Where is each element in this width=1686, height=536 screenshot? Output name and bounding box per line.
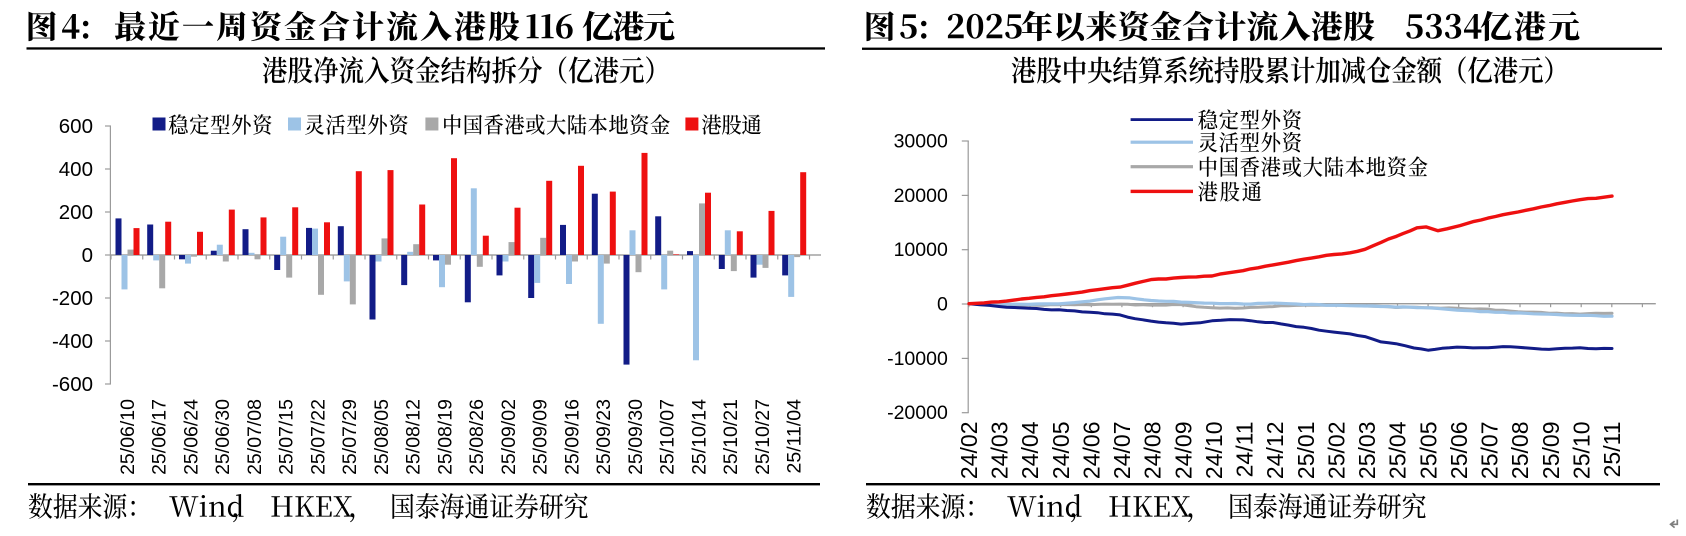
svg-text:25/06/30: 25/06/30 xyxy=(212,399,234,475)
svg-text:25/07/29: 25/07/29 xyxy=(339,399,361,475)
svg-text:25/08/19: 25/08/19 xyxy=(434,399,456,475)
svg-text:-400: -400 xyxy=(52,330,93,353)
svg-text:-20000: -20000 xyxy=(887,402,948,424)
svg-text:25/11/04: 25/11/04 xyxy=(784,399,806,474)
svg-text:24/05: 24/05 xyxy=(1048,422,1074,480)
svg-text:30000: 30000 xyxy=(894,131,948,153)
svg-text:25/01: 25/01 xyxy=(1293,422,1319,480)
svg-text:25/10/27: 25/10/27 xyxy=(752,399,774,475)
svg-text:25/10: 25/10 xyxy=(1568,422,1594,480)
svg-text:25/06/10: 25/06/10 xyxy=(117,399,139,475)
svg-text:25/04: 25/04 xyxy=(1385,421,1411,479)
svg-text:24/12: 24/12 xyxy=(1262,422,1288,480)
svg-text:25/07/15: 25/07/15 xyxy=(276,399,298,475)
svg-text:24/03: 24/03 xyxy=(987,422,1013,480)
svg-text:25/07/22: 25/07/22 xyxy=(307,399,329,475)
svg-text:25/08/05: 25/08/05 xyxy=(371,399,393,475)
svg-text:25/07: 25/07 xyxy=(1477,422,1503,480)
svg-text:24/07: 24/07 xyxy=(1109,422,1135,480)
svg-text:24/08: 24/08 xyxy=(1140,422,1166,480)
svg-text:24/10: 24/10 xyxy=(1201,422,1227,480)
svg-text:25/10/21: 25/10/21 xyxy=(720,399,742,475)
svg-text:25/09: 25/09 xyxy=(1538,422,1564,480)
svg-text:25/08/26: 25/08/26 xyxy=(466,399,488,475)
svg-text:25/02: 25/02 xyxy=(1323,422,1349,480)
svg-text:25/10/07: 25/10/07 xyxy=(657,399,679,475)
svg-text:25/06/17: 25/06/17 xyxy=(149,399,171,475)
svg-text:25/08/12: 25/08/12 xyxy=(403,399,425,475)
svg-text:400: 400 xyxy=(59,158,93,181)
svg-text:25/07/08: 25/07/08 xyxy=(244,399,266,475)
svg-text:25/09/30: 25/09/30 xyxy=(625,399,647,475)
svg-text:25/09/16: 25/09/16 xyxy=(561,399,583,475)
svg-text:24/09: 24/09 xyxy=(1170,422,1196,480)
svg-text:25/03: 25/03 xyxy=(1354,422,1380,480)
svg-text:600: 600 xyxy=(59,115,93,138)
svg-text:24/04: 24/04 xyxy=(1017,421,1043,479)
svg-text:20000: 20000 xyxy=(894,185,948,207)
svg-text:25/08: 25/08 xyxy=(1507,422,1533,480)
svg-text:24/02: 24/02 xyxy=(956,422,982,480)
svg-text:-200: -200 xyxy=(52,287,93,310)
svg-text:25/05: 25/05 xyxy=(1415,422,1441,480)
svg-text:24/11: 24/11 xyxy=(1232,422,1258,478)
svg-text:25/09/02: 25/09/02 xyxy=(498,399,520,475)
svg-text:0: 0 xyxy=(82,244,93,267)
svg-text:24/06: 24/06 xyxy=(1079,422,1105,480)
svg-text:25/06/24: 25/06/24 xyxy=(180,399,202,475)
svg-text:25/11: 25/11 xyxy=(1599,422,1625,478)
svg-text:-10000: -10000 xyxy=(887,348,948,370)
svg-text:25/09/23: 25/09/23 xyxy=(593,399,615,475)
svg-text:0: 0 xyxy=(937,294,948,316)
svg-text:200: 200 xyxy=(59,201,93,224)
svg-text:25/09/09: 25/09/09 xyxy=(530,399,552,475)
svg-text:10000: 10000 xyxy=(894,239,948,261)
svg-text:-600: -600 xyxy=(52,373,93,396)
svg-text:25/10/14: 25/10/14 xyxy=(688,399,710,475)
svg-text:25/06: 25/06 xyxy=(1446,422,1472,480)
